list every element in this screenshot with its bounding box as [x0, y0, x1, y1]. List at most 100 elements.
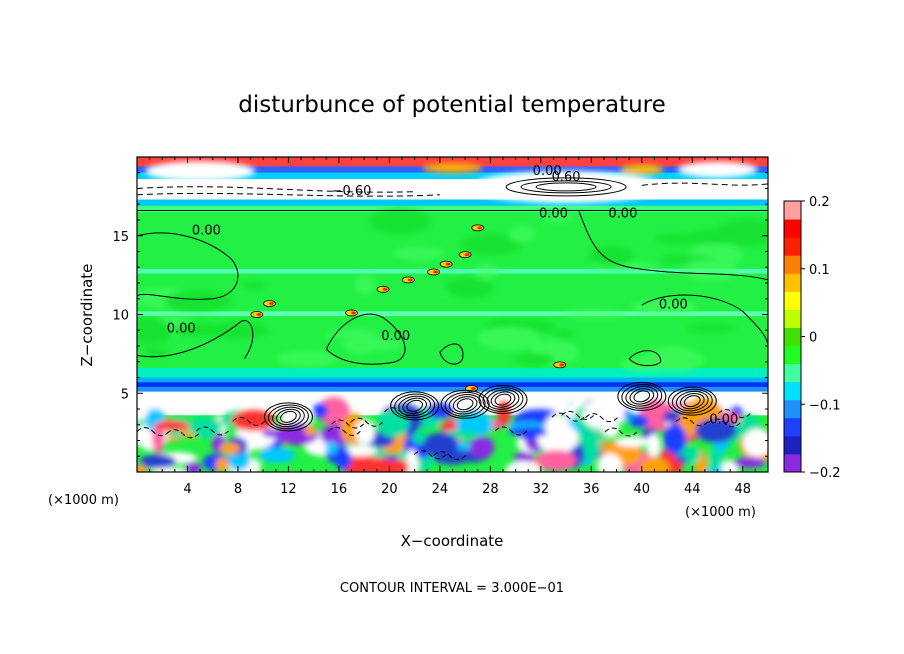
contour-line [440, 389, 490, 419]
field-cell [392, 246, 446, 261]
field-cell [341, 337, 404, 351]
y-axis: 5 10 15 [112, 172, 768, 457]
field-cell [164, 290, 232, 312]
contour-line [675, 390, 709, 412]
field-cell [137, 464, 148, 472]
contour-label: 0.00 [659, 298, 688, 313]
chart-title: disturbunce of potential temperature [238, 92, 666, 118]
contour-line [413, 450, 447, 460]
contour-label: 0.00 [192, 224, 221, 239]
contour-line [633, 390, 651, 403]
contour-label: 0.00 [709, 413, 738, 428]
field-cell [514, 353, 556, 366]
field-cell [369, 457, 396, 472]
contour-label: 0.00 [381, 329, 410, 344]
contour-line [478, 385, 528, 415]
contour-line [166, 429, 200, 439]
contour-line [137, 192, 440, 197]
field-cell [630, 299, 697, 315]
negative-contours [137, 182, 768, 197]
contour-line [683, 395, 701, 408]
colorbar-swatch [784, 219, 801, 238]
field-cell [544, 413, 570, 440]
contour-line [585, 413, 618, 423]
x-tick-label: 12 [280, 482, 297, 497]
field-cell [334, 449, 352, 470]
field-cell [152, 422, 165, 454]
contour-line [439, 343, 464, 365]
field-cell [553, 330, 574, 340]
field-spark-core [351, 311, 357, 315]
field-cell [588, 245, 635, 267]
colorbar: 0.2 0.1 0 −0.1 −0.2 [783, 195, 841, 481]
contour-label: −0.60 [332, 184, 372, 199]
colorbar-tick-label: 0 [809, 331, 817, 346]
contour-line [629, 388, 655, 405]
contour-lines [137, 177, 768, 461]
contour-line [617, 381, 667, 411]
contour-line [535, 182, 597, 192]
field-cell [733, 457, 766, 469]
field-cell [508, 225, 536, 243]
contour-line [578, 210, 768, 281]
field-band [137, 205, 768, 213]
field-spark-core [464, 253, 470, 257]
x-tick-label: 20 [381, 482, 398, 497]
contour-line [327, 426, 361, 436]
x-tick-label: 36 [583, 482, 600, 497]
field-spark-core [445, 262, 451, 266]
y-tick-label: 10 [112, 309, 129, 324]
field-cell [422, 163, 483, 174]
contour-line [707, 418, 741, 428]
contour-label: 0.60 [552, 170, 581, 185]
contour-line [604, 427, 638, 437]
contour-line [196, 426, 229, 436]
field-cell [639, 457, 670, 472]
field-band [137, 386, 768, 392]
field-cell [685, 324, 736, 333]
field-cell [258, 447, 295, 463]
field-band [137, 268, 768, 274]
field-cell [188, 416, 223, 439]
field-cell [619, 356, 676, 373]
colorbar-tick-label: −0.2 [809, 466, 841, 481]
contour-line [452, 396, 478, 413]
field-cell [471, 170, 662, 203]
field-cell [150, 467, 190, 472]
field-spark-core [382, 287, 388, 291]
field-spark-core [433, 270, 439, 274]
field-cell [143, 348, 169, 357]
mid-layer [137, 207, 768, 373]
x-tick-label: 28 [482, 482, 499, 497]
contour-line [621, 384, 663, 409]
field-cell [304, 425, 317, 436]
field-cell [185, 461, 202, 472]
field-cell [326, 329, 379, 339]
field-spark-core [470, 387, 476, 391]
colorbar-swatch [784, 327, 801, 347]
colorbar-swatch [784, 345, 801, 365]
contour-line [448, 394, 482, 415]
field-band [137, 179, 768, 200]
field-cell [215, 457, 230, 472]
x-tick-label: 44 [684, 482, 701, 497]
field-cell [477, 327, 542, 350]
colorbar-swatch [784, 453, 801, 473]
contour-interval-note: CONTOUR INTERVAL = 3.000E−01 [340, 581, 564, 596]
y-tick-label: 15 [112, 230, 129, 245]
field-band [137, 377, 768, 383]
x-tick-label: 4 [183, 482, 191, 497]
field-cell [443, 277, 494, 299]
contour-line [561, 410, 594, 420]
contour-line [456, 398, 474, 411]
contour-line [625, 386, 659, 407]
field-cell [241, 281, 267, 290]
y-axis-label: Z−coordinate [78, 264, 96, 367]
field-cell [582, 399, 625, 430]
heatmap-field [137, 157, 768, 472]
contour-line [350, 417, 384, 427]
contour-line [520, 180, 612, 194]
colorbar-swatch [784, 237, 801, 256]
field-cell [137, 317, 172, 345]
colorbar-tick-label: −0.1 [809, 398, 841, 413]
